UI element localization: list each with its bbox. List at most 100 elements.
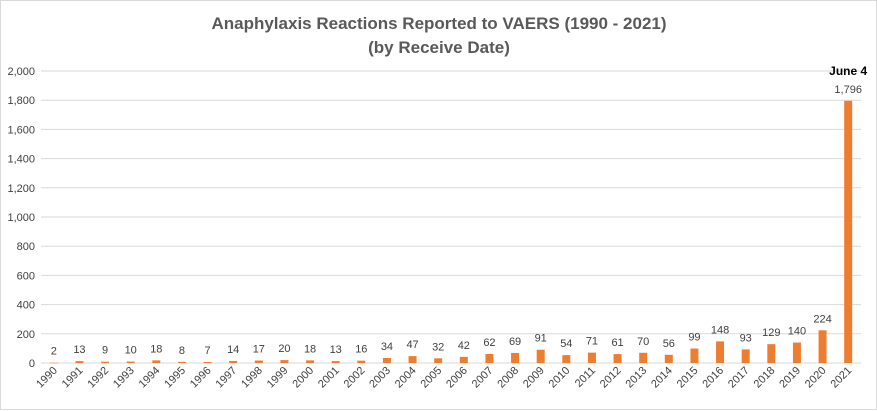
- y-tick-label: 1,400: [7, 154, 35, 166]
- data-label-2001: 13: [330, 344, 342, 356]
- data-label-2005: 32: [432, 341, 444, 353]
- data-label-2017: 93: [740, 332, 752, 344]
- x-tick-label-1992: 1992: [85, 365, 111, 391]
- bar-2001: [331, 361, 340, 363]
- x-tick-label-2013: 2013: [624, 365, 650, 391]
- data-label-2003: 34: [381, 341, 393, 353]
- bar-2004: [408, 356, 417, 363]
- x-tick-label-2019: 2019: [777, 365, 803, 391]
- x-tick-label-2003: 2003: [367, 365, 393, 391]
- x-tick-label-2001: 2001: [316, 365, 342, 391]
- bar-2007: [485, 353, 494, 363]
- data-label-2019: 140: [788, 326, 806, 338]
- bar-2020: [818, 330, 827, 363]
- bar-2002: [357, 360, 366, 363]
- x-tick-label-2021: 2021: [829, 365, 855, 391]
- bar-2003: [382, 358, 391, 363]
- data-label-2018: 129: [762, 327, 780, 339]
- x-tick-label-1991: 1991: [60, 365, 86, 391]
- bar-2019: [792, 342, 801, 363]
- data-label-2002: 16: [355, 344, 367, 356]
- data-label-2008: 69: [509, 336, 521, 348]
- x-tick-label-1998: 1998: [239, 365, 265, 391]
- y-tick-label: 400: [17, 300, 35, 312]
- data-labels: 2 13 9 10 18 8 7 14 17 20 18 13 16 34 47 32 42 62 69 91 54 71…: [51, 84, 862, 358]
- data-label-2021: 1,796: [834, 84, 862, 96]
- data-label-1995: 8: [179, 345, 185, 357]
- x-tick-label-2006: 2006: [444, 365, 470, 391]
- bar-2015: [690, 348, 699, 363]
- y-tick-label: 600: [17, 270, 35, 282]
- x-tick-label-2000: 2000: [290, 365, 316, 391]
- y-tick-label: 1,600: [7, 124, 35, 136]
- x-tick-label-1990: 1990: [34, 365, 60, 391]
- x-tick-label-2011: 2011: [573, 365, 598, 390]
- data-label-2020: 224: [813, 313, 831, 325]
- data-label-2016: 148: [711, 324, 729, 336]
- x-tick-label-2017: 2017: [726, 365, 752, 391]
- bar-2014: [664, 354, 673, 363]
- bar-1996: [203, 361, 212, 363]
- bar-1999: [280, 360, 289, 363]
- bar-1998: [254, 360, 263, 363]
- x-tick-label-2016: 2016: [700, 365, 726, 391]
- bar-2018: [767, 344, 776, 363]
- grid-lines: [41, 70, 861, 364]
- bar-1991: [75, 361, 84, 363]
- data-label-1996: 7: [205, 345, 211, 357]
- x-tick-label-1994: 1994: [137, 365, 163, 391]
- chart-title: Anaphylaxis Reactions Reported to VAERS …: [211, 14, 666, 33]
- x-tick-label-1996: 1996: [188, 365, 214, 391]
- x-tick-label-2002: 2002: [342, 365, 368, 391]
- bar-2009: [536, 349, 545, 363]
- x-tick-label-2015: 2015: [675, 365, 701, 391]
- x-tick-label-1997: 1997: [214, 365, 240, 391]
- data-label-2006: 42: [458, 340, 470, 352]
- x-tick-label-2005: 2005: [419, 365, 445, 391]
- bar-2017: [741, 349, 750, 363]
- x-tick-label-1993: 1993: [111, 365, 137, 391]
- bar-2011: [587, 352, 596, 363]
- x-tick-label-2014: 2014: [649, 365, 675, 391]
- x-tick-label-1995: 1995: [162, 365, 188, 391]
- data-label-1994: 18: [150, 343, 162, 355]
- data-label-1991: 13: [73, 344, 85, 356]
- bar-1993: [126, 361, 135, 363]
- data-label-2014: 56: [663, 338, 675, 350]
- data-label-2011: 71: [586, 336, 598, 348]
- bar-2000: [306, 360, 315, 363]
- bars: [49, 100, 853, 364]
- bar-1994: [152, 360, 161, 363]
- bar-2016: [716, 341, 725, 363]
- y-tick-label: 1,000: [7, 212, 35, 224]
- data-label-2013: 70: [637, 336, 649, 348]
- x-tick-label-2007: 2007: [470, 365, 496, 391]
- y-tick-label: 0: [29, 358, 35, 370]
- data-label-1993: 10: [125, 345, 137, 357]
- bar-2012: [613, 354, 622, 363]
- bar-1995: [177, 361, 186, 363]
- data-label-2007: 62: [483, 337, 495, 349]
- bar-2006: [459, 356, 468, 363]
- data-label-1992: 9: [102, 345, 108, 357]
- data-label-2009: 91: [535, 333, 547, 345]
- bar-2010: [562, 355, 571, 363]
- bar-2005: [434, 358, 443, 363]
- x-tick-label-2020: 2020: [803, 365, 829, 391]
- data-label-1998: 17: [253, 344, 265, 356]
- chart-subtitle: (by Receive Date): [368, 38, 510, 57]
- data-label-1999: 20: [278, 343, 290, 355]
- y-tick-label: 2,000: [7, 66, 35, 78]
- bar-1990: [49, 362, 58, 364]
- y-tick-label: 1,800: [7, 95, 35, 107]
- x-tick-label-1999: 1999: [265, 365, 291, 391]
- x-tick-label-2008: 2008: [495, 365, 521, 391]
- data-label-2004: 47: [406, 339, 418, 351]
- bar-2021: [844, 100, 853, 363]
- y-tick-label: 1,200: [7, 183, 35, 195]
- x-tick-label-2009: 2009: [521, 365, 547, 391]
- x-tick-label-2010: 2010: [547, 365, 573, 391]
- data-label-2012: 61: [611, 337, 623, 349]
